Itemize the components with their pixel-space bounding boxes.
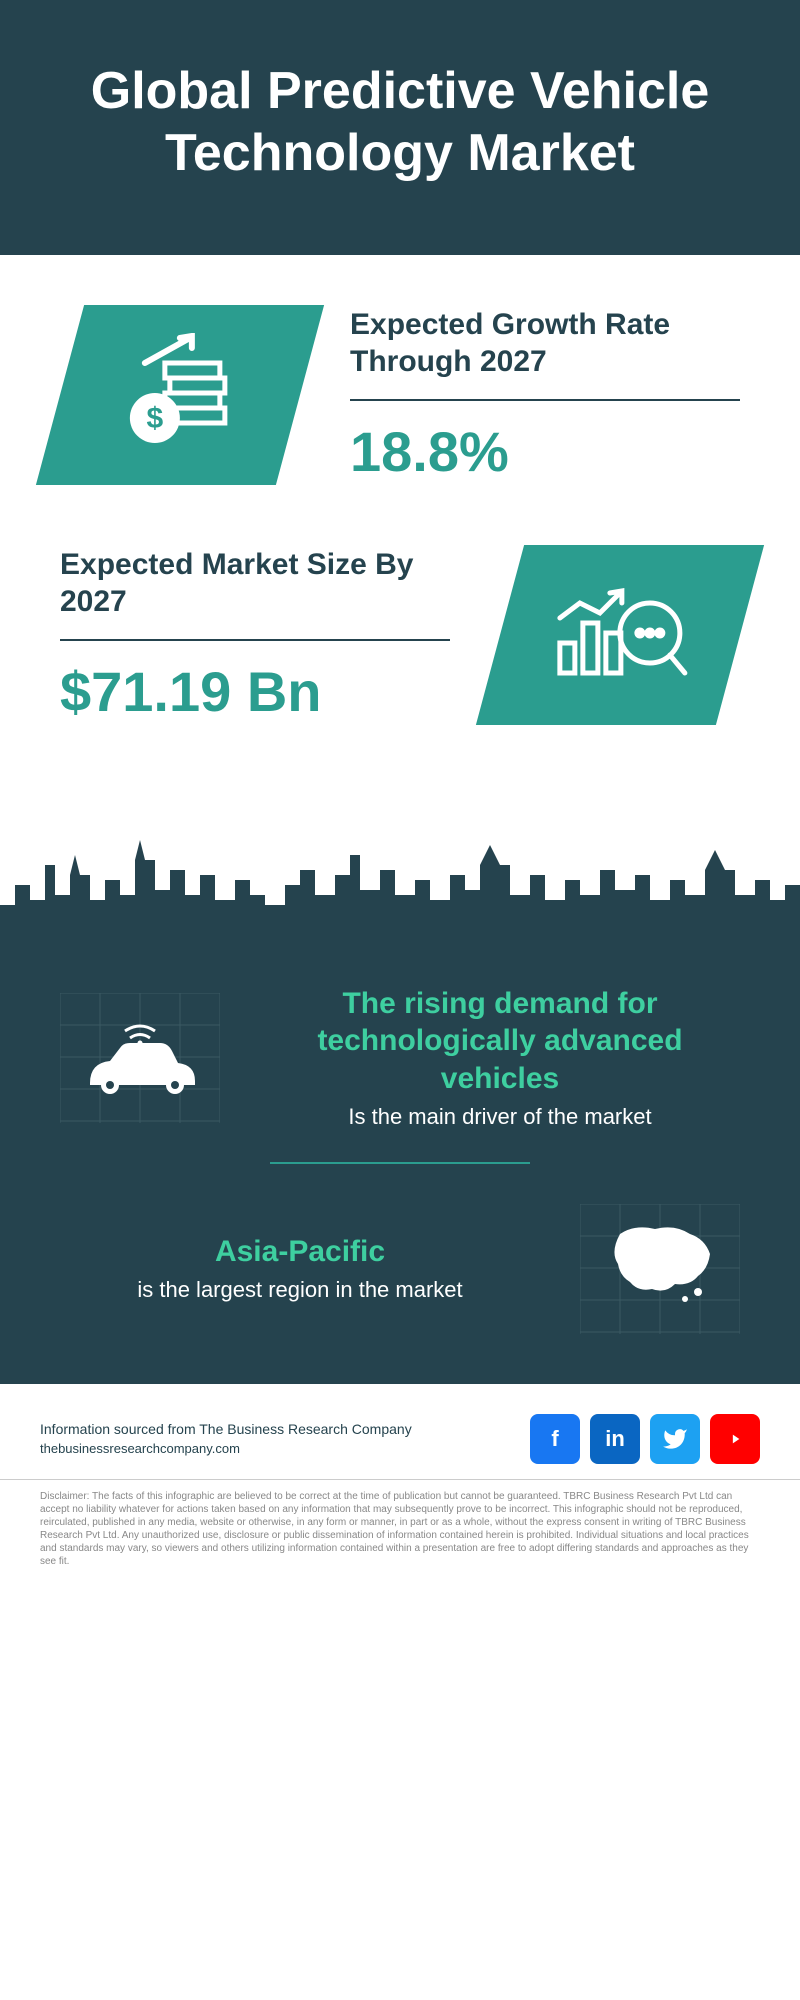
connected-car-icon [60, 993, 220, 1123]
facebook-icon[interactable]: f [530, 1414, 580, 1464]
source-line2: thebusinessresearchcompany.com [40, 1440, 500, 1458]
market-size-row: Expected Market Size By 2027 $71.19 Bn [60, 545, 740, 725]
source-text: Information sourced from The Business Re… [40, 1420, 500, 1458]
growth-value: 18.8% [350, 419, 740, 484]
youtube-icon[interactable] [710, 1414, 760, 1464]
divider [270, 1162, 530, 1164]
linkedin-icon[interactable]: in [590, 1414, 640, 1464]
source-row: Information sourced from The Business Re… [0, 1384, 800, 1479]
market-value: $71.19 Bn [60, 659, 450, 724]
growth-icon-parallelogram: $ [36, 305, 324, 485]
page-title: Global Predictive Vehicle Technology Mar… [60, 60, 740, 185]
region-headline: Asia-Pacific [60, 1233, 540, 1271]
divider [60, 639, 450, 641]
driver-row: The rising demand for technologically ad… [60, 985, 740, 1132]
market-icon-parallelogram [476, 545, 764, 725]
driver-text: The rising demand for technologically ad… [260, 985, 740, 1132]
stats-section: $ Expected Growth Rate Through 2027 18.8… [0, 255, 800, 825]
region-text: Asia-Pacific is the largest region in th… [60, 1233, 540, 1305]
skyline-divider [0, 825, 800, 945]
social-icons: f in [530, 1414, 760, 1464]
growth-text: Expected Growth Rate Through 2027 18.8% [350, 306, 740, 484]
source-line1: Information sourced from The Business Re… [40, 1420, 500, 1440]
chart-analysis-icon [545, 572, 695, 692]
disclaimer: Disclaimer: The facts of this infographi… [0, 1479, 800, 1598]
money-growth-icon: $ [110, 332, 250, 452]
insight-section: The rising demand for technologically ad… [0, 945, 800, 1384]
growth-label: Expected Growth Rate Through 2027 [350, 306, 740, 381]
driver-sub: Is the main driver of the market [260, 1103, 740, 1132]
market-text: Expected Market Size By 2027 $71.19 Bn [60, 546, 450, 724]
market-label: Expected Market Size By 2027 [60, 546, 450, 621]
header-banner: Global Predictive Vehicle Technology Mar… [0, 0, 800, 255]
region-row: Asia-Pacific is the largest region in th… [60, 1204, 740, 1334]
growth-rate-row: $ Expected Growth Rate Through 2027 18.8… [60, 305, 740, 485]
divider [350, 399, 740, 401]
svg-text:$: $ [147, 401, 164, 434]
region-sub: is the largest region in the market [60, 1276, 540, 1305]
twitter-icon[interactable] [650, 1414, 700, 1464]
driver-headline: The rising demand for technologically ad… [260, 985, 740, 1098]
asia-pacific-map-icon [580, 1204, 740, 1334]
